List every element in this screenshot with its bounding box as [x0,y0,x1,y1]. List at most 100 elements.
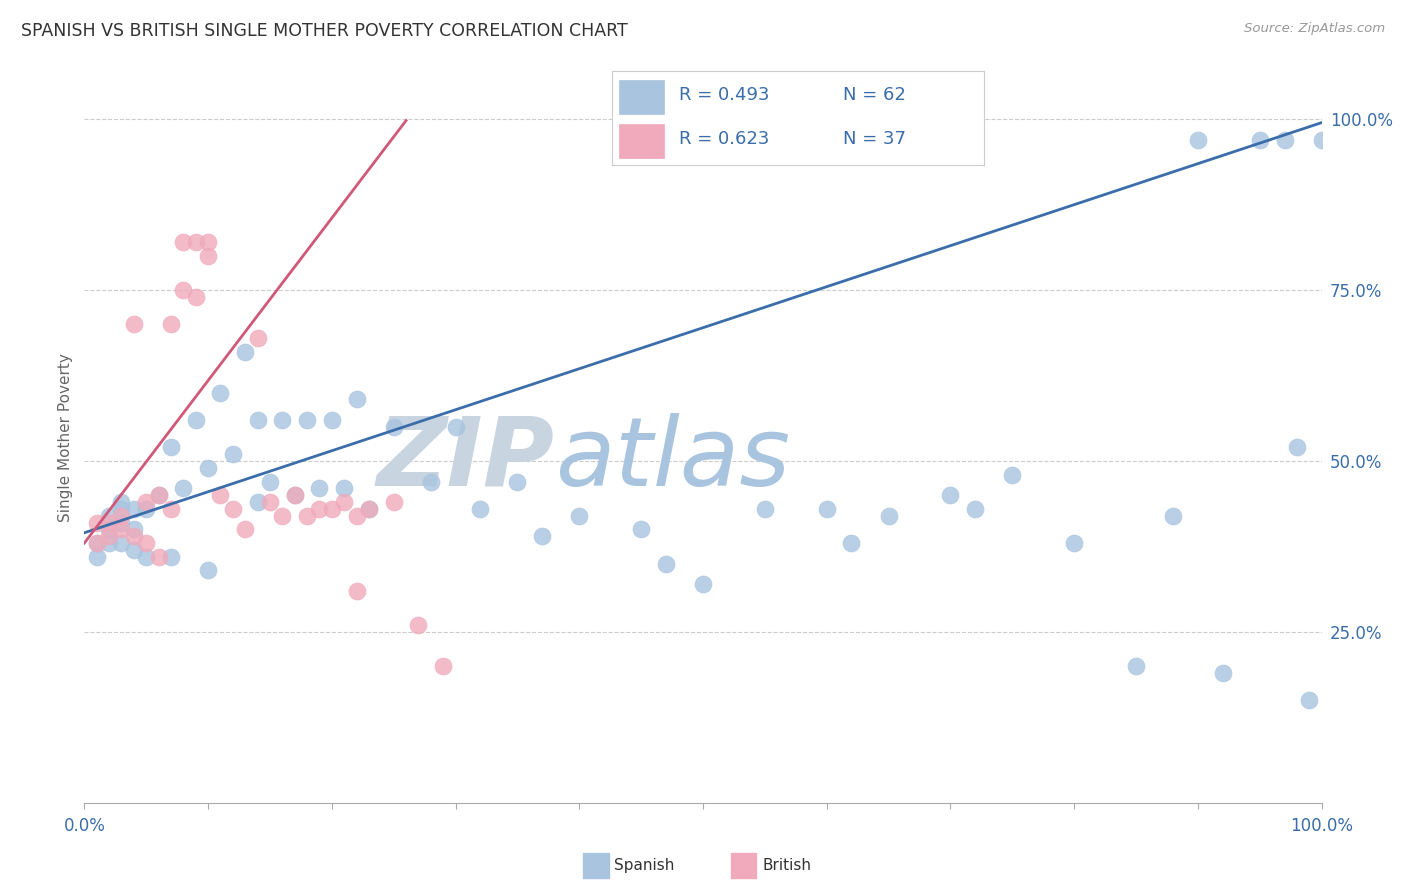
Point [98,522,121,536]
Point [135,536,157,550]
Point [110,516,132,530]
Point [122,542,145,557]
Bar [619,124,664,158]
Point [284,488,307,502]
Point [197,563,219,577]
Point [432,659,454,673]
Point [184,290,207,304]
Point [1310,133,1333,147]
Point [110,508,132,523]
Text: atlas: atlas [554,412,790,506]
Point [86,536,108,550]
Point [172,283,194,297]
Point [172,235,194,250]
Point [233,344,256,359]
Point [122,529,145,543]
Point [98,508,121,523]
Text: R = 0.493: R = 0.493 [679,86,769,103]
Point [308,481,330,495]
Text: Spanish: Spanish [614,858,675,872]
Point [1212,665,1234,680]
Point [1161,508,1184,523]
Point [209,385,232,400]
Point [444,420,467,434]
Point [841,536,863,550]
Point [333,495,356,509]
Point [321,501,343,516]
Point [295,413,318,427]
Point [815,501,838,516]
Text: N = 37: N = 37 [842,130,905,148]
Point [357,501,380,516]
Point [110,536,132,550]
Point [333,481,356,495]
Point [470,501,492,516]
Point [1125,659,1147,673]
Point [184,413,207,427]
Point [184,235,207,250]
Point [655,557,678,571]
Point [98,529,121,543]
Text: SPANISH VS BRITISH SINGLE MOTHER POVERTY CORRELATION CHART: SPANISH VS BRITISH SINGLE MOTHER POVERTY… [21,22,628,40]
Point [122,501,145,516]
Point [222,447,245,461]
Point [295,508,318,523]
Text: Source: ZipAtlas.com: Source: ZipAtlas.com [1244,22,1385,36]
Point [321,413,343,427]
Point [382,420,405,434]
Point [110,522,132,536]
Point [98,516,121,530]
Point [568,508,591,523]
Point [135,549,157,564]
Point [122,318,145,332]
Text: N = 62: N = 62 [842,86,905,103]
Point [135,495,157,509]
Point [965,501,987,516]
Point [148,488,170,502]
Point [110,495,132,509]
Point [160,440,183,454]
Point [148,549,170,564]
Point [160,501,183,516]
Text: R = 0.623: R = 0.623 [679,130,769,148]
Point [122,522,145,536]
Point [877,508,900,523]
Point [172,481,194,495]
Point [209,488,232,502]
Point [1063,536,1085,550]
Point [222,501,245,516]
Point [86,516,108,530]
Point [86,549,108,564]
Point [246,495,269,509]
Point [197,235,219,250]
Point [346,508,368,523]
Point [1285,440,1308,454]
Point [98,536,121,550]
Point [197,460,219,475]
Point [259,495,281,509]
Point [408,618,430,632]
Point [1274,133,1296,147]
Bar [619,79,664,113]
Point [630,522,652,536]
Point [246,331,269,345]
Point [233,522,256,536]
Point [754,501,776,516]
Point [246,413,269,427]
Point [148,488,170,502]
Point [506,475,529,489]
Point [271,413,294,427]
Text: ZIP: ZIP [377,412,554,506]
Point [382,495,405,509]
Point [1249,133,1271,147]
Point [346,392,368,407]
Point [160,318,183,332]
Y-axis label: Single Mother Poverty: Single Mother Poverty [58,352,73,522]
Point [1187,133,1209,147]
Point [346,583,368,598]
Point [284,488,307,502]
Point [692,577,714,591]
Point [308,501,330,516]
Point [135,501,157,516]
Point [110,501,132,516]
